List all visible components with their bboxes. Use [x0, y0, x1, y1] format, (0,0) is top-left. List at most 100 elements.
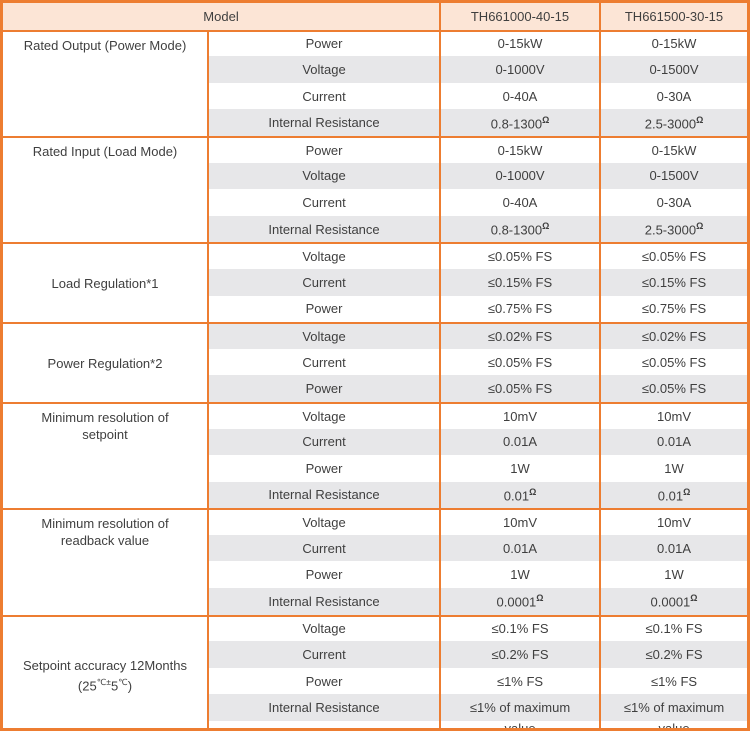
- category-label-line2: setpoint: [82, 426, 128, 442]
- param-cell: Current: [207, 641, 440, 668]
- value-text: 2.5-3000: [644, 115, 697, 131]
- table-row: Minimum resolution of setpoint Voltage 10…: [3, 401, 747, 509]
- table-row: Power 1W 1W: [3, 455, 747, 482]
- value-cell: ≤0.2% FS: [599, 641, 747, 668]
- param-cell: Voltage: [207, 242, 440, 269]
- table-row: Power Regulation*2 Voltage ≤0.02% FS ≤0.…: [3, 322, 747, 402]
- value-cell: ≤0.15% FS: [439, 268, 600, 296]
- table-row: Power ≤0.05% FS ≤0.05% FS: [3, 375, 747, 402]
- category-cell: Rated Input (Load Mode): [3, 135, 207, 243]
- table-row: Internal Resistance 0.01Ω 0.01Ω: [3, 481, 747, 509]
- table-row: Internal Resistance 0.8-1300Ω 2.5-3000Ω: [3, 109, 747, 136]
- value-cell: 0.01A: [599, 428, 747, 456]
- value-cell: 0.01Ω: [599, 481, 747, 509]
- celsius-superscript: ℃: [118, 677, 128, 688]
- omega-superscript: Ω: [690, 593, 698, 604]
- temp-text: (25: [77, 678, 97, 694]
- value-text: 0.01: [657, 488, 684, 504]
- value-cell: ≤1% FS: [599, 667, 747, 695]
- value-text: 0.0001: [496, 594, 537, 610]
- value-cell-continuation: value: [599, 721, 747, 728]
- value-cell: ≤0.05% FS: [599, 348, 747, 376]
- value-cell: 1W: [599, 561, 747, 589]
- param-cell: Voltage: [207, 614, 440, 642]
- value-cell: ≤0.2% FS: [439, 641, 600, 668]
- value-cell: 0-1500V: [599, 162, 747, 190]
- category-label: Minimum resolution of: [41, 409, 169, 425]
- omega-superscript: Ω: [696, 220, 704, 231]
- value-cell: 0.01Ω: [439, 481, 600, 509]
- param-cell: Voltage: [207, 508, 440, 535]
- value-cell: 0.0001Ω: [439, 588, 600, 615]
- celsius-superscript: ℃±: [96, 677, 111, 688]
- param-cell: Power: [207, 29, 440, 57]
- value-cell: ≤0.1% FS: [439, 614, 600, 642]
- value-cell: 1W: [599, 455, 747, 482]
- value-cell: 0-1000V: [439, 56, 600, 83]
- value-cell: 0-30A: [599, 82, 747, 110]
- spec-table: Model TH661000-40-15 TH661500-30-15 Rate…: [3, 3, 747, 728]
- param-cell: Internal Resistance: [207, 694, 440, 722]
- table-row: Internal Resistance 0.0001Ω 0.0001Ω: [3, 588, 747, 615]
- param-cell: Voltage: [207, 322, 440, 349]
- value-cell: ≤0.05% FS: [439, 242, 600, 269]
- table-row: Internal Resistance ≤1% of maximum ≤1% o…: [3, 694, 747, 722]
- param-cell: [207, 721, 440, 728]
- value-cell: 10mV: [599, 401, 747, 429]
- param-cell: Voltage: [207, 56, 440, 83]
- category-label: Setpoint accuracy 12Months: [22, 658, 188, 674]
- category-label: Load Regulation*1: [51, 275, 159, 291]
- table-row: Rated Input (Load Mode) Power 0-15kW 0-1…: [3, 135, 747, 243]
- value-cell: 0-40A: [439, 82, 599, 110]
- category-label-line2: readback value: [60, 533, 150, 549]
- table-row: Internal Resistance 0.8-1300Ω 2.5-3000Ω: [3, 215, 747, 243]
- table-row: Power ≤1% FS ≤1% FS: [3, 667, 747, 695]
- value-cell: 10mV: [599, 508, 747, 535]
- category-cell: Rated Output (Power Mode): [3, 29, 207, 136]
- model-column-1-header: TH661000-40-15: [439, 3, 600, 30]
- category-label: Power Regulation*2: [47, 355, 163, 371]
- omega-superscript: Ω: [529, 486, 537, 497]
- omega-superscript: Ω: [542, 114, 550, 125]
- param-cell: Current: [207, 82, 439, 110]
- param-cell: Internal Resistance: [207, 215, 440, 243]
- value-cell: 0.0001Ω: [599, 588, 747, 615]
- table-row-clipped: value value: [3, 721, 747, 728]
- category-label: Minimum resolution of: [41, 516, 169, 532]
- value-cell: 0-30A: [599, 189, 747, 216]
- value-cell: 0-1000V: [439, 162, 600, 190]
- value-cell: 0-40A: [439, 189, 599, 216]
- table-row: Power 1W 1W: [3, 561, 747, 589]
- table-row: Current ≤0.15% FS ≤0.15% FS: [3, 268, 747, 296]
- model-header-cell: Model: [3, 3, 440, 30]
- model-column-2-header: TH661500-30-15: [599, 3, 747, 30]
- value-cell: ≤0.02% FS: [439, 322, 600, 349]
- value-text: 0.8-1300: [490, 222, 543, 238]
- value-cell: ≤0.02% FS: [599, 322, 747, 349]
- table-row: Current ≤0.05% FS ≤0.05% FS: [3, 348, 747, 376]
- table-row: Current 0.01A 0.01A: [3, 534, 747, 562]
- category-cell: Load Regulation*1: [3, 242, 207, 323]
- value-cell: 0-15kW: [599, 29, 747, 57]
- omega-superscript: Ω: [683, 486, 691, 497]
- value-cell: 0.01A: [439, 428, 600, 456]
- param-cell: Power: [207, 667, 439, 695]
- table-row: Current ≤0.2% FS ≤0.2% FS: [3, 641, 747, 668]
- value-cell: ≤1% of maximum: [439, 694, 600, 722]
- table-row: Voltage 0-1000V 0-1500V: [3, 162, 747, 190]
- table-row: Current 0-40A 0-30A: [3, 189, 747, 216]
- omega-superscript: Ω: [536, 593, 544, 604]
- value-cell: 2.5-3000Ω: [599, 215, 747, 243]
- value-cell: 0-15kW: [599, 135, 747, 163]
- temp-text: 5: [110, 678, 119, 694]
- value-cell: ≤0.05% FS: [599, 375, 747, 402]
- param-cell: Current: [207, 348, 439, 376]
- param-cell: Power: [207, 561, 439, 589]
- value-text: 0.01: [503, 488, 530, 504]
- value-cell: 0.8-1300Ω: [439, 109, 600, 136]
- omega-superscript: Ω: [542, 220, 550, 231]
- value-cell: 10mV: [439, 401, 600, 429]
- value-cell: ≤0.1% FS: [599, 614, 747, 642]
- value-text: 2.5-3000: [644, 222, 697, 238]
